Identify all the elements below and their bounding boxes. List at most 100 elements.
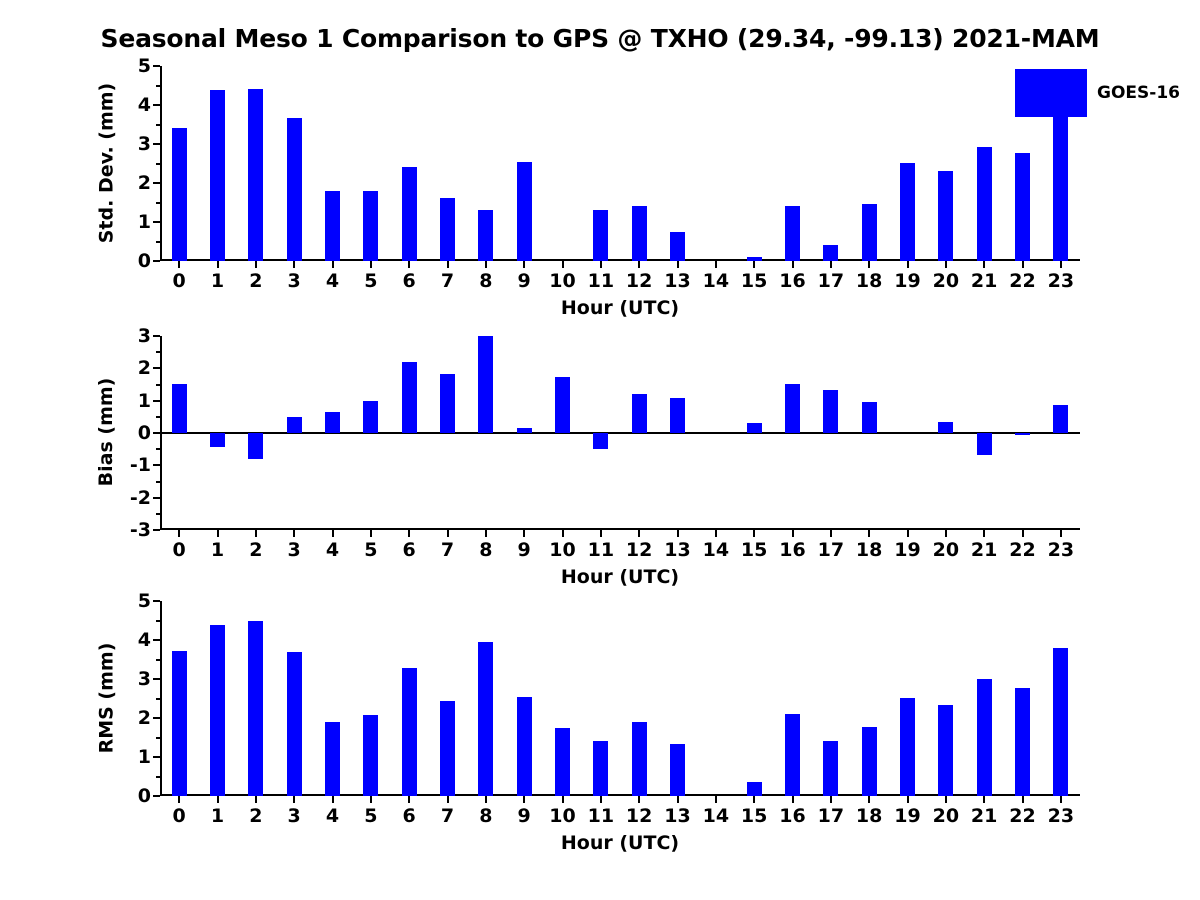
x-tick-std-dev-22 [1021,261,1024,268]
bar-std-dev-hour-23 [1053,116,1069,261]
bar-std-dev-hour-9 [516,162,532,261]
y-minor-tick-rms-3 [156,658,160,661]
x-tick-bias-18 [868,530,871,537]
y-minor-tick-rms-0 [156,775,160,778]
y-tick-label-std-dev-3: 3 [137,133,151,155]
x-tick-label-std-dev-16: 16 [779,270,806,292]
x-tick-bias-3 [293,530,296,537]
x-tick-std-dev-10 [561,261,564,268]
bar-rms-hour-20 [938,704,954,796]
x-tick-label-std-dev-21: 21 [970,270,998,292]
x-tick-label-bias-23: 23 [1047,539,1075,561]
x-tick-label-rms-1: 1 [210,805,225,827]
x-tick-label-std-dev-11: 11 [587,270,615,292]
x-axis-label-std-dev: Hour (UTC) [560,297,680,319]
y-tick-label-std-dev-1: 1 [137,211,151,233]
x-tick-label-bias-7: 7 [440,539,455,561]
y-minor-tick-std-dev-4 [156,84,160,87]
x-tick-bias-20 [944,530,947,537]
x-tick-std-dev-6 [408,261,411,268]
bar-bias-hour-4 [325,411,340,433]
x-tick-label-rms-23: 23 [1047,805,1075,827]
bar-std-dev-hour-20 [938,170,954,261]
x-tick-label-rms-19: 19 [894,805,921,827]
y-tick-bias-3 [153,432,160,434]
y-tick-label-bias-3: 0 [137,422,151,444]
y-tick-bias-2 [153,464,160,467]
x-tick-label-std-dev-10: 10 [549,270,576,292]
x-tick-bias-7 [446,530,449,537]
x-tick-label-bias-0: 0 [172,539,186,561]
y-tick-label-bias-5: 2 [137,357,151,380]
x-tick-label-std-dev-1: 1 [210,270,225,292]
x-tick-std-dev-19 [906,261,909,268]
bar-bias-hour-1 [210,433,225,447]
y-tick-rms-5 [153,600,160,602]
y-minor-tick-bias-5 [156,351,160,354]
bar-std-dev-hour-5 [363,190,379,261]
x-tick-bias-19 [906,530,909,537]
bar-bias-hour-20 [938,422,954,433]
x-tick-label-bias-10: 10 [549,539,576,561]
x-tick-label-bias-17: 17 [817,539,845,561]
x-tick-bias-6 [408,530,411,537]
bar-rms-hour-1 [210,625,225,796]
x-tick-rms-8 [484,796,487,803]
x-axis-line-rms [160,794,1080,796]
x-tick-label-std-dev-20: 20 [932,270,960,292]
x-tick-std-dev-7 [446,261,449,268]
x-tick-rms-2 [254,796,257,803]
x-tick-label-bias-9: 9 [517,539,531,561]
x-tick-std-dev-3 [293,261,296,268]
x-tick-bias-11 [599,530,602,537]
x-tick-label-std-dev-22: 22 [1009,270,1036,292]
x-tick-rms-7 [446,796,449,803]
bar-bias-hour-15 [746,422,762,433]
y-tick-std-dev-4 [153,104,160,106]
x-tick-bias-1 [216,530,219,537]
bar-rms-hour-23 [1053,648,1069,796]
y-tick-bias-1 [153,496,160,499]
bar-bias-hour-6 [401,361,417,433]
x-tick-rms-16 [791,796,794,803]
x-tick-label-rms-16: 16 [779,805,806,827]
y-minor-tick-bias-0 [156,512,160,515]
bar-std-dev-hour-0 [171,128,187,261]
bar-std-dev-hour-2 [248,89,264,261]
x-tick-label-std-dev-4: 4 [325,270,340,292]
x-tick-label-std-dev-7: 7 [440,270,455,292]
y-tick-label-std-dev-5: 5 [137,55,151,77]
x-tick-label-rms-3: 3 [287,805,301,827]
panel-rms: 0 1 2 3 4 5 0 1 2 3 4 5 6 7 8 9 10 11 12 13 14 15 16 17 18 19 20 21… [95,590,1080,854]
x-tick-label-rms-12: 12 [625,805,653,827]
x-tick-label-std-dev-8: 8 [479,270,493,292]
bar-rms-hour-5 [363,715,379,796]
x-tick-label-bias-12: 12 [625,539,653,561]
x-tick-label-bias-6: 6 [402,539,416,561]
x-tick-label-rms-13: 13 [664,805,691,827]
y-tick-rms-2 [153,717,160,719]
y-minor-tick-rms-4 [156,619,160,622]
x-tick-rms-10 [561,796,564,803]
x-tick-std-dev-12 [638,261,641,268]
x-tick-label-bias-20: 20 [932,539,960,561]
bar-std-dev-hour-6 [401,166,417,261]
x-tick-bias-0 [178,530,181,537]
x-tick-label-bias-3: 3 [287,539,301,561]
x-tick-std-dev-14 [714,261,717,268]
x-tick-label-bias-21: 21 [970,539,998,561]
panel-bias: -3 -2 -1 0 1 2 3 0 1 2 3 4 5 6 7 8 9 10 11 12 13 14 15 16 17 18 19… [95,325,1080,588]
bar-std-dev-hour-19 [900,162,915,261]
x-tick-std-dev-9 [523,261,526,268]
bar-bias-hour-12 [631,393,647,433]
x-tick-bias-12 [638,530,641,537]
x-tick-label-std-dev-0: 0 [172,270,186,292]
bar-bias-hour-22 [1015,433,1030,435]
bar-bias-hour-17 [823,389,839,433]
x-tick-label-rms-2: 2 [249,805,263,827]
y-tick-label-rms-0: 0 [137,785,151,807]
x-tick-bias-22 [1021,530,1024,537]
bar-rms-hour-17 [823,741,839,796]
bar-rms-hour-18 [861,727,877,796]
x-tick-bias-9 [523,530,526,537]
